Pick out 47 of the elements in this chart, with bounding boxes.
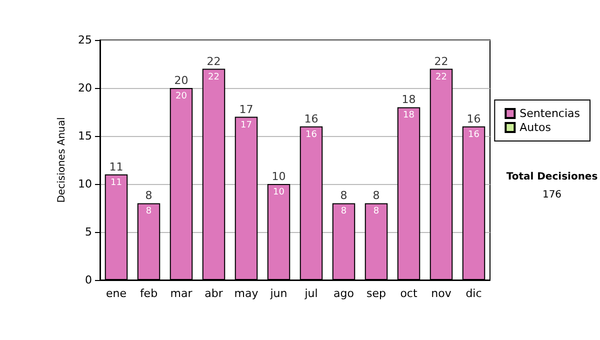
x-tick-label: abr <box>204 287 224 300</box>
total-label: 8 <box>145 189 152 202</box>
data-label: 10 <box>273 188 285 198</box>
total-label: 20 <box>174 74 188 87</box>
data-label: 8 <box>373 206 380 217</box>
total-label: 11 <box>109 160 124 174</box>
x-tick-label: mar <box>170 287 193 300</box>
text: Total Decisiones <box>506 172 598 182</box>
text: 176 <box>542 190 562 200</box>
x-tick-label: jun <box>269 287 288 300</box>
x-tick-label: nov <box>431 287 452 300</box>
x-tick-label: dic <box>466 287 482 300</box>
total-label: 10 <box>272 170 286 183</box>
x-tick-label: ene <box>106 287 127 300</box>
data-label: 11 <box>110 178 122 188</box>
total-label: 8 <box>372 189 380 202</box>
x-tick-label: ago <box>334 287 354 300</box>
y-axis-title: Decisiones Anual <box>56 117 68 203</box>
y-tick-label: 25 <box>78 34 92 46</box>
total-label: 22 <box>206 54 221 68</box>
total-label: 8 <box>340 189 348 202</box>
x-tick-label: may <box>234 287 259 300</box>
data-label: 17 <box>240 120 252 130</box>
total-label: 22 <box>434 54 448 68</box>
y-tick-label: 15 <box>78 130 92 142</box>
data-label: 16 <box>306 130 318 140</box>
y-tick-label: 10 <box>78 178 92 190</box>
data-label: 20 <box>176 92 188 102</box>
x-tick-label: jul <box>304 287 318 300</box>
total-label: 17 <box>239 102 254 116</box>
legend-label: Sentencias <box>520 107 580 120</box>
y-tick-label: 0 <box>85 274 92 286</box>
total-label: 16 <box>304 112 318 126</box>
data-label: 22 <box>436 72 447 82</box>
data-label: 18 <box>403 110 415 121</box>
total-label: 18 <box>402 93 416 106</box>
x-tick-label: oct <box>400 287 418 300</box>
data-label: 22 <box>208 72 220 82</box>
data-label: 8 <box>146 206 152 217</box>
data-label: 8 <box>340 206 347 217</box>
y-tick-label: 5 <box>85 226 92 238</box>
legend-label: Autos <box>520 121 552 134</box>
total-label: 16 <box>466 112 481 126</box>
x-tick-label: feb <box>140 287 158 300</box>
data-label: 16 <box>468 130 480 140</box>
y-tick-label: 20 <box>78 82 92 94</box>
x-tick-label: sep <box>366 287 386 300</box>
